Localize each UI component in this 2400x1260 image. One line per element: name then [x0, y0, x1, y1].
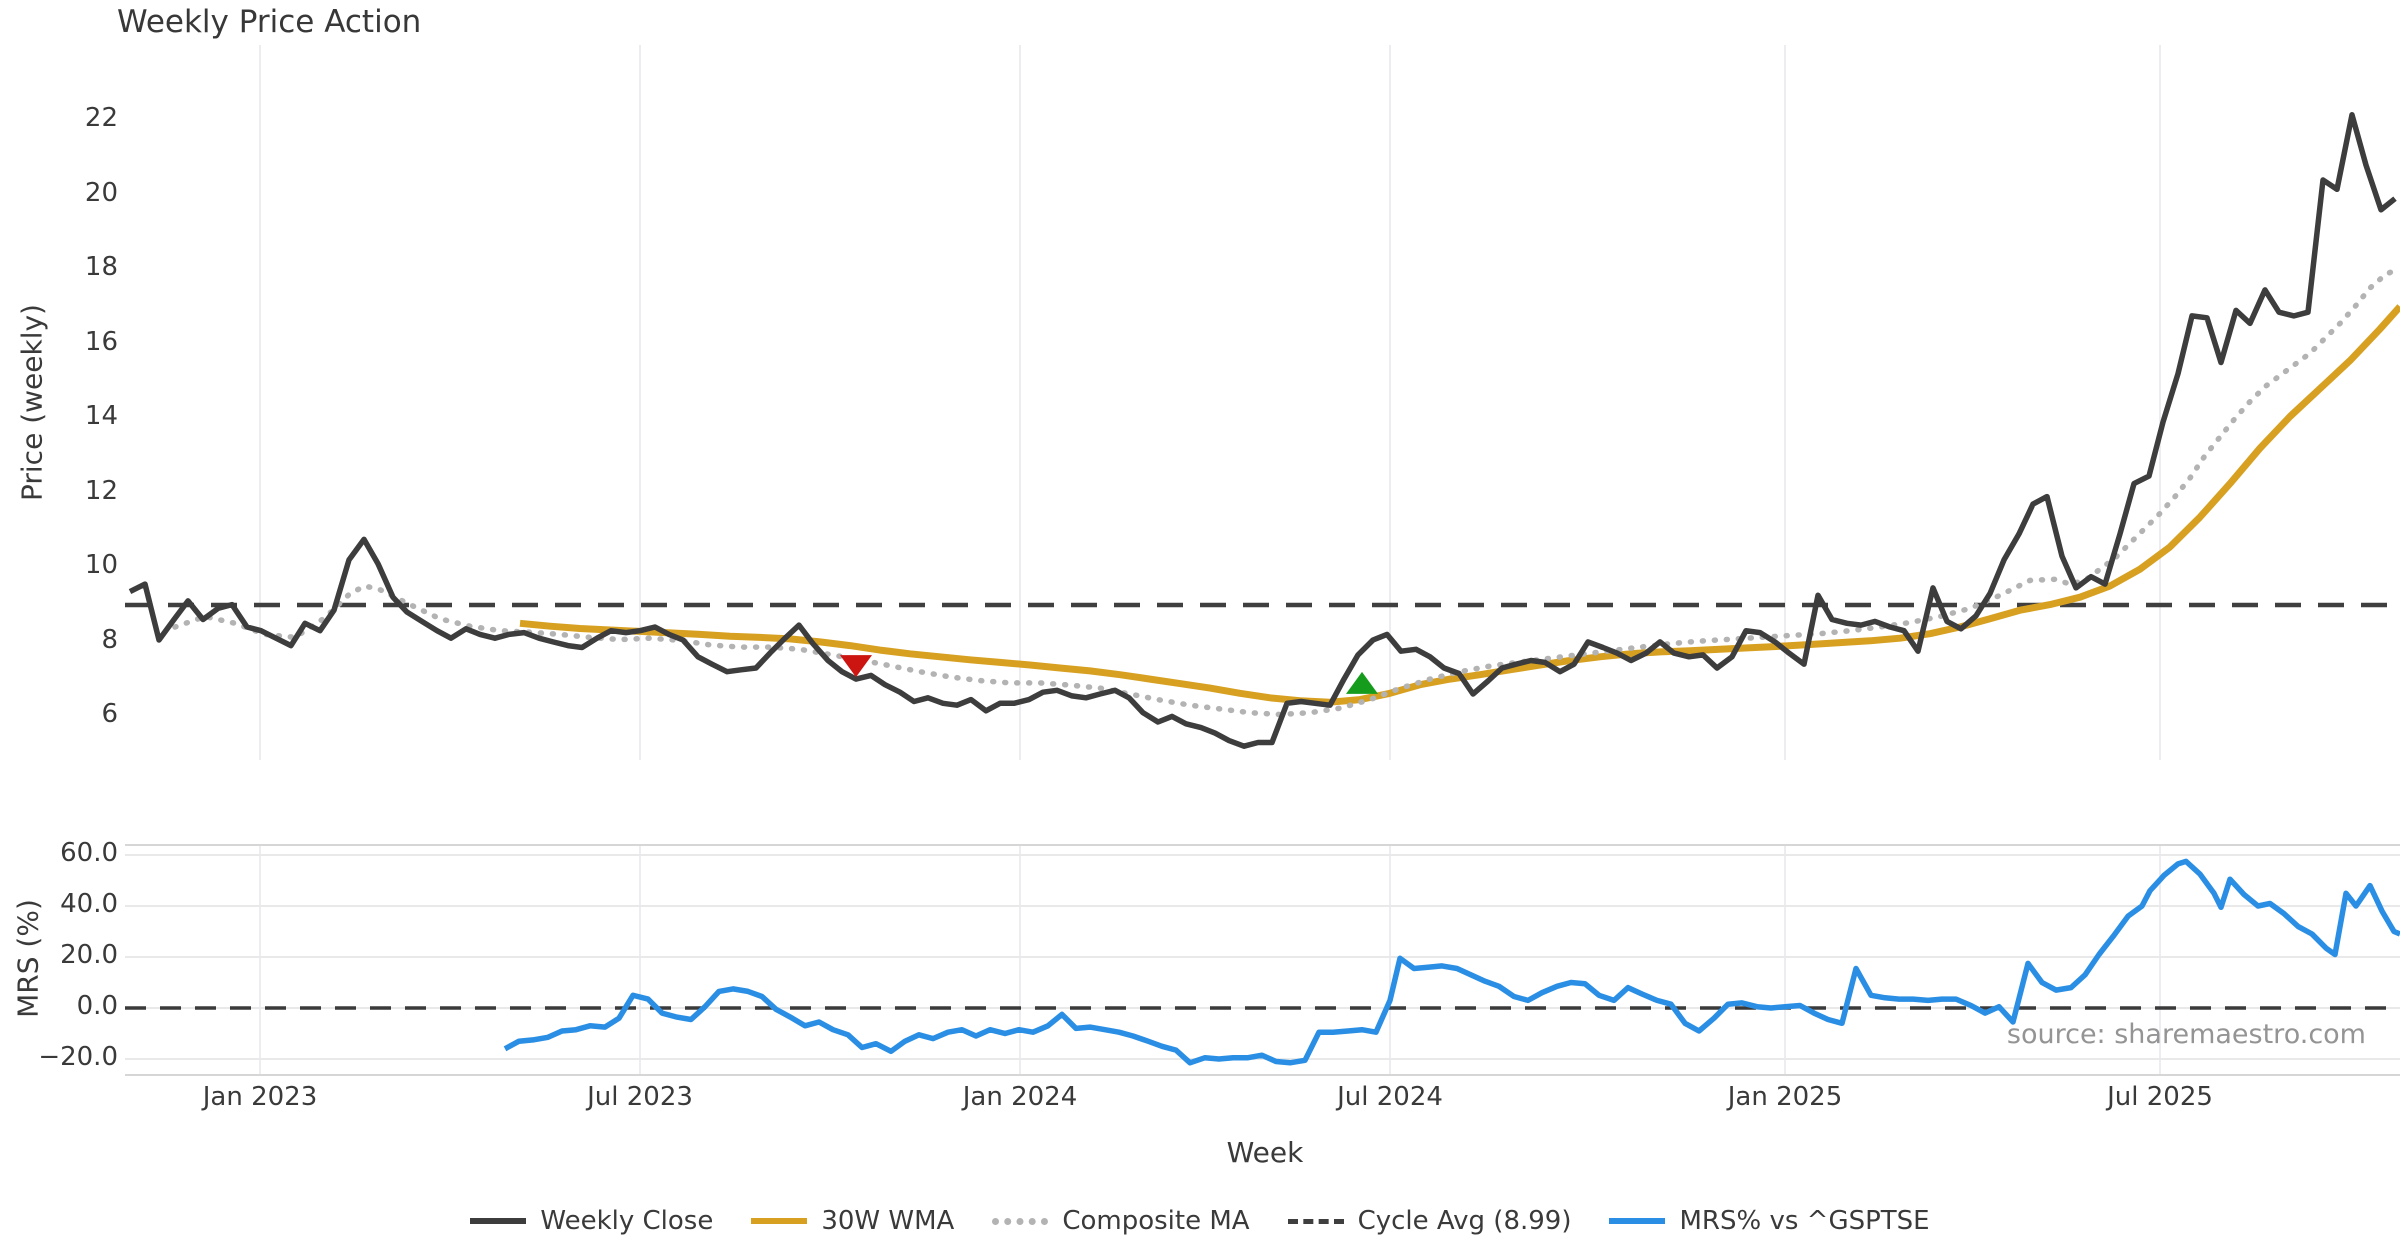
buy-signal-marker — [1346, 671, 1378, 694]
legend-item-mrs-vs-gsptse: MRS% vs ^GSPTSE — [1609, 1206, 1930, 1236]
price-tick-label: 16 — [84, 326, 118, 357]
price-tick-label: 10 — [84, 550, 118, 581]
legend-item-cycle-avg-8-99-: Cycle Avg (8.99) — [1287, 1206, 1572, 1236]
x-tick-label: Jul 2024 — [1337, 1082, 1443, 1112]
price-tick-label: 18 — [84, 252, 118, 283]
x-tick-label: Jan 2025 — [1727, 1082, 1843, 1112]
sell-signal-marker — [840, 655, 872, 678]
legend-item-weekly-close: Weekly Close — [470, 1206, 713, 1236]
legend-label: 30W WMA — [821, 1206, 955, 1236]
mrs-tick-label: 40.0 — [60, 889, 118, 919]
legend-label: MRS% vs ^GSPTSE — [1679, 1206, 1930, 1236]
series-composite-ma — [172, 264, 2400, 718]
price-tick-label: 12 — [84, 475, 118, 506]
legend-label: Cycle Avg (8.99) — [1357, 1206, 1572, 1236]
source-note: source: sharemaestro.com — [2006, 1019, 2366, 1050]
series-weekly-close — [128, 112, 2397, 749]
x-tick-label: Jul 2023 — [587, 1082, 693, 1112]
legend-item-composite-ma: Composite MA — [992, 1206, 1250, 1236]
series-30w-wma — [519, 304, 2400, 706]
series-mrs-vs-gsptse — [503, 858, 2400, 1066]
price-tick-label: 8 — [101, 624, 118, 655]
legend-swatch — [992, 1217, 1049, 1225]
legend-item-30w-wma: 30W WMA — [751, 1206, 954, 1236]
mrs-tick-label: 60.0 — [60, 838, 118, 868]
price-tick-label: 20 — [84, 177, 118, 208]
legend-label: Composite MA — [1062, 1206, 1250, 1236]
legend-label: Weekly Close — [540, 1206, 714, 1236]
legend-swatch — [1609, 1218, 1666, 1224]
mrs-tick-label: 0.0 — [76, 991, 118, 1021]
price-tick-label: 6 — [101, 699, 118, 730]
legend-swatch — [751, 1218, 808, 1224]
mrs-tick-label: −20.0 — [38, 1042, 118, 1072]
price-tick-label: 14 — [84, 401, 118, 432]
legend-swatch — [470, 1218, 527, 1224]
mrs-tick-label: 20.0 — [60, 940, 118, 970]
x-axis-title: Week — [1226, 1136, 1304, 1169]
legend-swatch — [1287, 1218, 1344, 1224]
x-tick-label: Jul 2025 — [2107, 1082, 2213, 1112]
price-tick-label: 22 — [84, 103, 118, 134]
x-tick-label: Jan 2023 — [202, 1082, 318, 1112]
page-title: Weekly Price Action — [117, 4, 422, 40]
x-tick-label: Jan 2024 — [962, 1082, 1078, 1112]
chart-legend: Weekly Close 30W WMA Composite MA Cycle Avg… — [0, 1206, 2400, 1236]
